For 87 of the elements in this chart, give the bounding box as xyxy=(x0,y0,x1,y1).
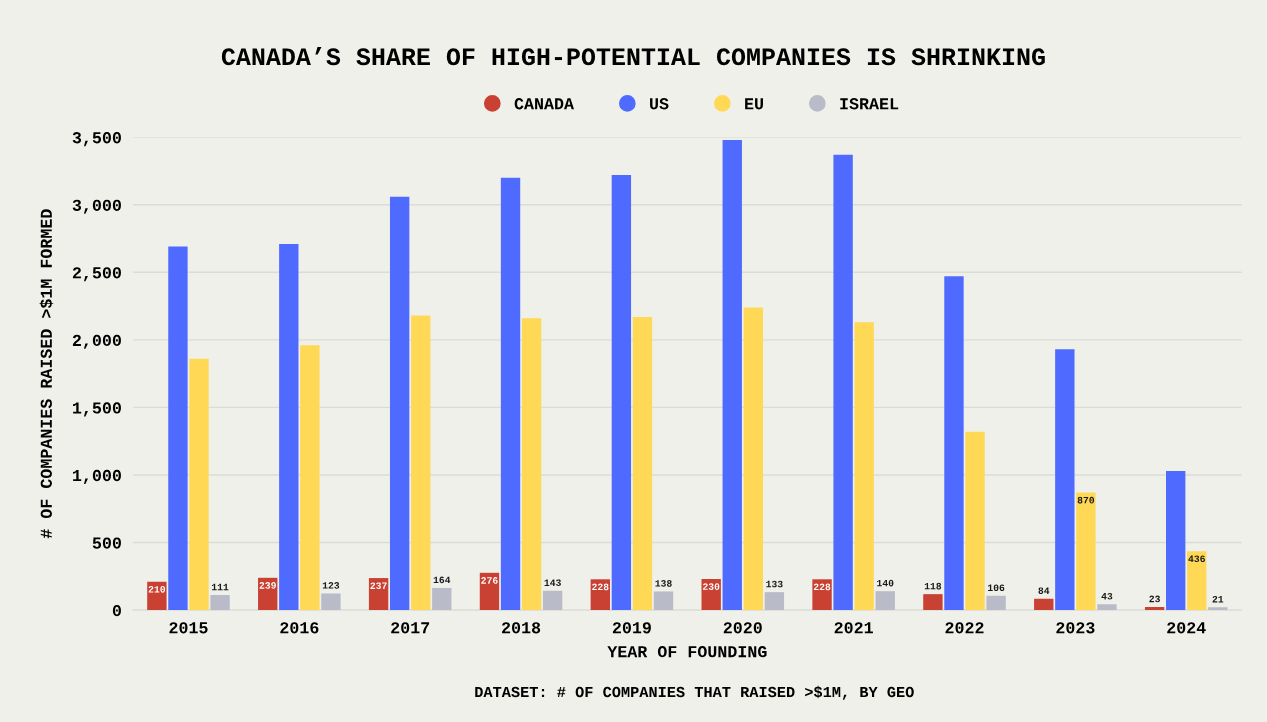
data-label: 123 xyxy=(322,582,340,589)
data-label: 106 xyxy=(988,584,1005,592)
bar xyxy=(923,594,943,611)
bar xyxy=(944,276,964,611)
bar xyxy=(590,579,611,611)
bar xyxy=(611,175,632,611)
legend-label: CANADA xyxy=(514,98,574,110)
bar xyxy=(743,307,763,611)
bar xyxy=(500,177,521,611)
bar xyxy=(632,316,653,611)
bar xyxy=(1034,598,1054,611)
y-axis-title: # OF COMPANIES RAISED >$1M FORMED xyxy=(39,209,54,539)
y-tick-label: 500 xyxy=(92,537,121,549)
bar xyxy=(368,578,389,611)
x-tick-label: 2024 xyxy=(1167,622,1206,634)
data-label: 239 xyxy=(259,582,276,589)
bar xyxy=(1187,551,1207,611)
y-tick-label: 1,500 xyxy=(73,402,121,417)
x-tick-label: 2015 xyxy=(169,622,208,634)
bar xyxy=(300,345,320,611)
text: DATASET: # OF COMPANIES THAT RAISED >$1M, BY GEO xyxy=(475,685,914,700)
data-label: 143 xyxy=(544,579,561,587)
bar xyxy=(1166,470,1186,611)
bar xyxy=(1097,604,1117,611)
bar xyxy=(411,315,431,611)
x-tick-label: 2016 xyxy=(280,622,319,634)
bar xyxy=(1144,606,1165,611)
data-label: 21 xyxy=(1212,595,1224,603)
bar xyxy=(479,572,500,611)
y-tick-label: 2,000 xyxy=(72,334,121,349)
data-label: 23 xyxy=(1149,595,1160,603)
bar xyxy=(210,595,230,611)
legend-label: US xyxy=(650,98,669,110)
x-axis-title: YEAR OF FOUNDING xyxy=(607,646,767,658)
y-tick-label: 3,000 xyxy=(72,199,121,214)
bar xyxy=(854,322,874,611)
data-label: 228 xyxy=(592,583,609,591)
data-label: 276 xyxy=(481,577,498,584)
bar xyxy=(521,318,542,611)
x-tick-label: 2017 xyxy=(391,622,430,634)
x-tick-label: 2019 xyxy=(612,622,651,634)
data-label: 43 xyxy=(1101,592,1113,600)
data-label: 237 xyxy=(370,582,387,590)
data-label: 164 xyxy=(433,576,451,584)
y-tick-label: 1,000 xyxy=(73,469,121,484)
bar xyxy=(189,358,209,611)
data-label: 111 xyxy=(211,583,229,591)
x-tick-label: 2018 xyxy=(502,622,541,634)
bar xyxy=(542,590,563,611)
y-tick-label: 3,500 xyxy=(72,132,121,147)
bar xyxy=(653,591,674,611)
bar xyxy=(432,587,452,611)
data-label: 228 xyxy=(813,583,831,591)
bar xyxy=(147,581,167,611)
data-label: 133 xyxy=(766,580,783,588)
bar xyxy=(1055,349,1075,611)
data-label: 84 xyxy=(1038,587,1050,594)
bar xyxy=(833,154,853,611)
bar xyxy=(812,579,832,611)
chart-title: CANADA’S SHARE OF HIGH-POTENTIAL COMPANIES IS SHRINKING xyxy=(221,46,1045,66)
bar xyxy=(875,591,895,611)
x-tick-label: 2023 xyxy=(1056,622,1095,634)
data-label: 138 xyxy=(655,580,672,587)
data-label: 140 xyxy=(877,579,894,587)
data-label: 230 xyxy=(703,583,720,590)
bar xyxy=(722,139,742,611)
bar xyxy=(764,592,785,611)
y-tick-label: 0 xyxy=(112,604,121,617)
bar xyxy=(321,593,341,611)
bar xyxy=(701,579,721,611)
y-tick-label: 2,500 xyxy=(72,267,121,282)
bar xyxy=(279,243,299,611)
legend-label: EU xyxy=(745,98,763,110)
x-tick-label: 2020 xyxy=(723,622,762,634)
bar xyxy=(986,595,1006,611)
data-label: 118 xyxy=(924,582,942,590)
bar xyxy=(1208,607,1228,611)
legend-label: ISRAEL xyxy=(840,98,899,110)
x-tick-label: 2021 xyxy=(834,622,873,634)
data-label: 870 xyxy=(1077,496,1095,504)
data-label: 210 xyxy=(148,586,166,593)
data-label: 436 xyxy=(1188,555,1205,563)
bar xyxy=(965,431,985,611)
bar xyxy=(389,196,410,611)
bar xyxy=(168,246,188,611)
x-tick-label: 2022 xyxy=(945,622,984,634)
bar xyxy=(1076,492,1096,611)
